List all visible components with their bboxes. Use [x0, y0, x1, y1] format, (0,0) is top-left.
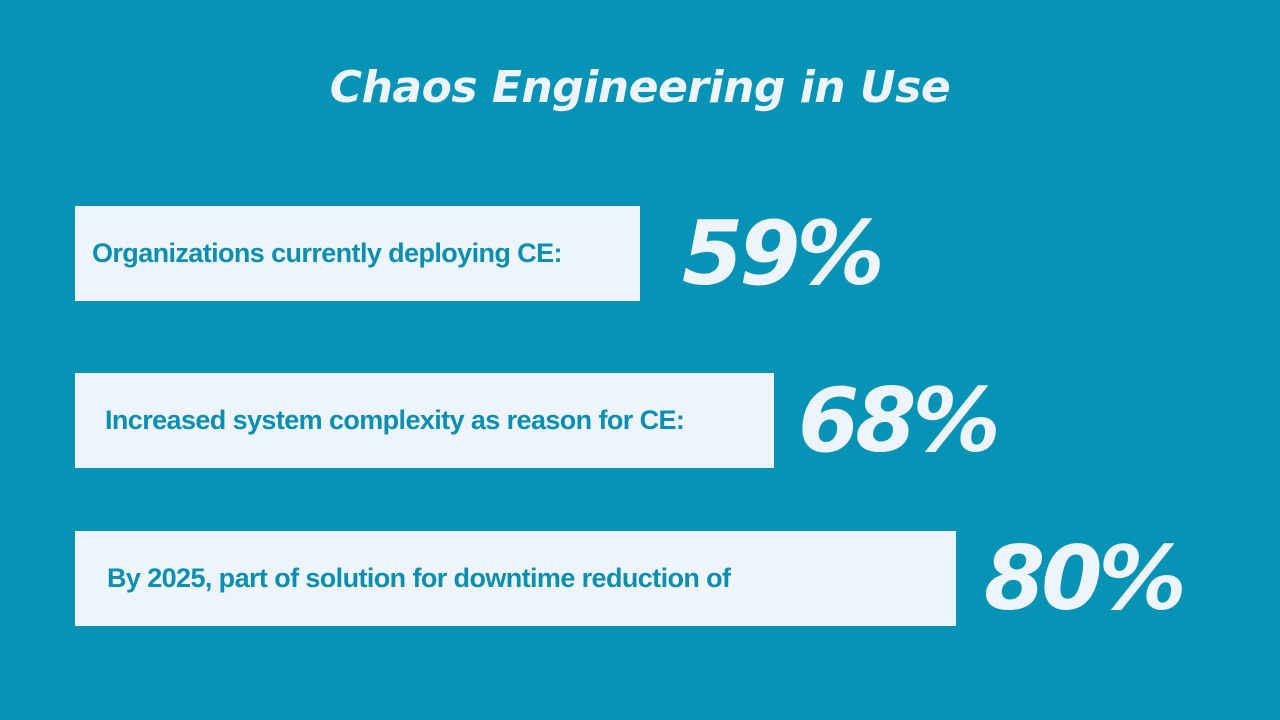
stat-label: Organizations currently deploying CE:: [92, 238, 562, 268]
stat-label: Increased system complexity as reason fo…: [105, 405, 685, 435]
stat-value: 59%: [682, 202, 885, 305]
stat-label-box: Organizations currently deploying CE:: [75, 206, 640, 301]
stat-label-box: Increased system complexity as reason fo…: [75, 373, 774, 468]
stat-value: 68%: [798, 369, 1001, 472]
stat-label-box: By 2025, part of solution for downtime r…: [75, 531, 956, 626]
stat-label: By 2025, part of solution for downtime r…: [107, 563, 731, 593]
stat-value: 80%: [984, 527, 1187, 630]
page-title: Chaos Engineering in Use: [329, 62, 951, 113]
